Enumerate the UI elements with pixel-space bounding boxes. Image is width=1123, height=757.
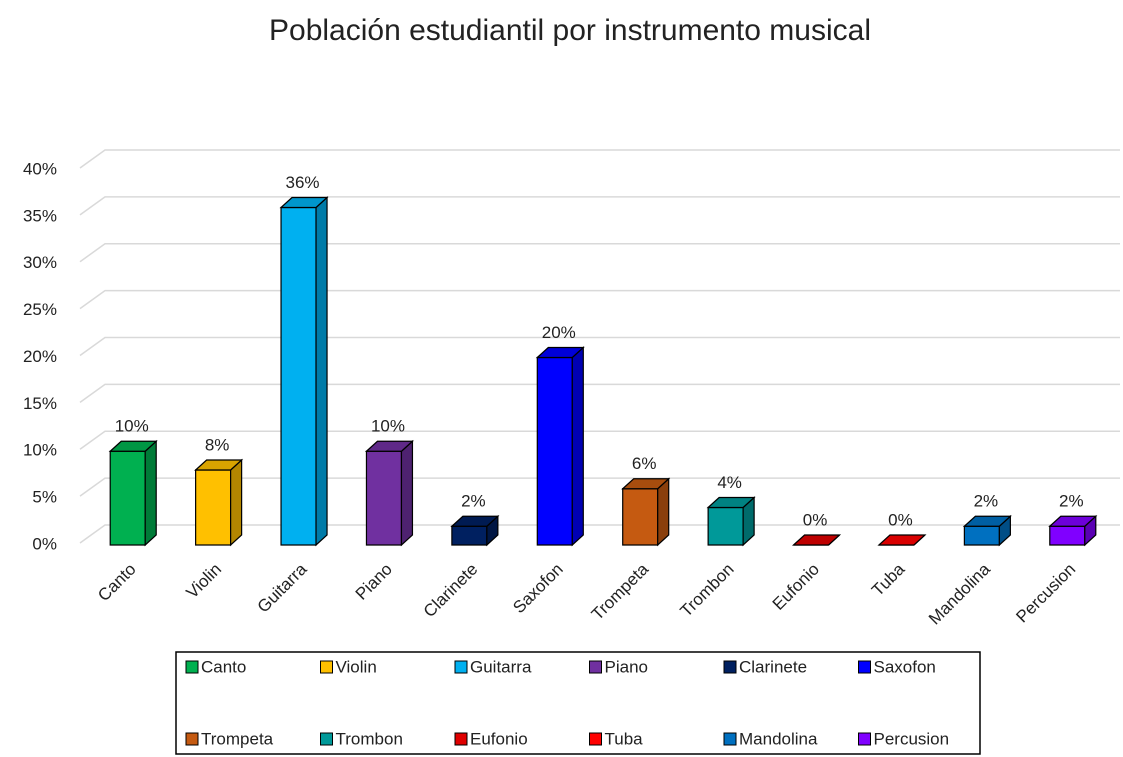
grid-line [79,430,1120,450]
legend-label: Mandolina [739,729,818,748]
value-label: 6% [632,454,657,473]
grid-line [79,196,1120,216]
grid-line [79,149,1120,169]
bar-side [144,439,157,547]
legend [175,651,981,755]
legend-label: Eufonio [470,729,528,748]
bar-side [571,346,584,547]
value-label: 10% [115,417,149,436]
y-tick-label: 15% [23,394,57,413]
grid-line [79,477,1120,497]
legend-label: Trombon [336,729,403,748]
legend-swatch [454,732,468,746]
y-tick-label: 0% [32,534,57,553]
bar-top [364,440,415,452]
value-label: 2% [1059,492,1084,511]
bar-top [535,346,585,359]
bar [536,356,573,546]
value-label: 8% [205,435,230,454]
y-tick-label: 25% [23,300,57,319]
value-label: 10% [371,417,405,436]
y-tick-label: 20% [23,347,57,366]
legend-label: Saxofon [874,657,936,676]
bar-top [962,515,1012,527]
legend-swatch [858,660,871,674]
bar-side [315,196,328,547]
value-label: 36% [286,173,320,192]
bar-top [194,459,244,471]
grid-line [79,336,1120,357]
legend-swatch [589,660,602,674]
bar [963,525,1000,546]
legend-label: Canto [201,657,246,676]
legend-swatch [723,660,737,674]
legend-label: Piano [605,657,648,676]
bar-top [621,478,671,490]
bar-top [450,515,500,527]
grid-line [79,383,1120,403]
grid-line [79,524,1120,544]
bar-top [791,534,842,546]
legend-label: Percusion [874,729,950,748]
legend-label: Tuba [605,729,644,748]
legend-label: Trompeta [201,729,274,748]
bar [195,469,232,546]
bar [622,488,659,546]
bar-side [657,477,670,547]
value-label: 0% [803,510,828,529]
grid-line [79,243,1120,263]
bar [707,506,744,546]
legend-label: Guitarra [470,657,532,676]
value-label: 0% [888,510,913,529]
legend-swatch [320,660,333,674]
y-tick-label: 10% [23,441,57,460]
legend-swatch [723,732,737,746]
legend-swatch [589,732,602,746]
value-label: 20% [542,323,576,342]
bar-side [230,458,243,547]
bar [365,450,403,546]
bar [451,525,488,546]
value-label: 4% [717,473,742,492]
bar-top [1048,515,1098,527]
bar-top [108,440,158,452]
bar [1049,525,1086,546]
y-tick-label: 30% [23,253,57,272]
legend-swatch [454,660,468,674]
legend-swatch [185,660,199,674]
value-label: 2% [974,492,999,511]
bar [109,450,146,546]
bar-top [279,196,329,209]
value-label: 2% [461,492,486,511]
legend-label: Violin [336,657,377,676]
legend-swatch [185,732,199,746]
bar-top [877,534,927,546]
y-tick-label: 5% [32,488,57,507]
chart-title: Población estudiantil por instrumento mu… [269,14,871,47]
legend-swatch [858,732,871,746]
grid-line [79,289,1120,310]
legend-swatch [320,732,333,746]
y-tick-label: 40% [23,159,57,178]
bar [280,206,317,546]
legend-label: Clarinete [739,657,807,676]
bar-side [400,439,414,547]
bar-top [706,496,756,509]
y-tick-label: 35% [23,206,57,225]
